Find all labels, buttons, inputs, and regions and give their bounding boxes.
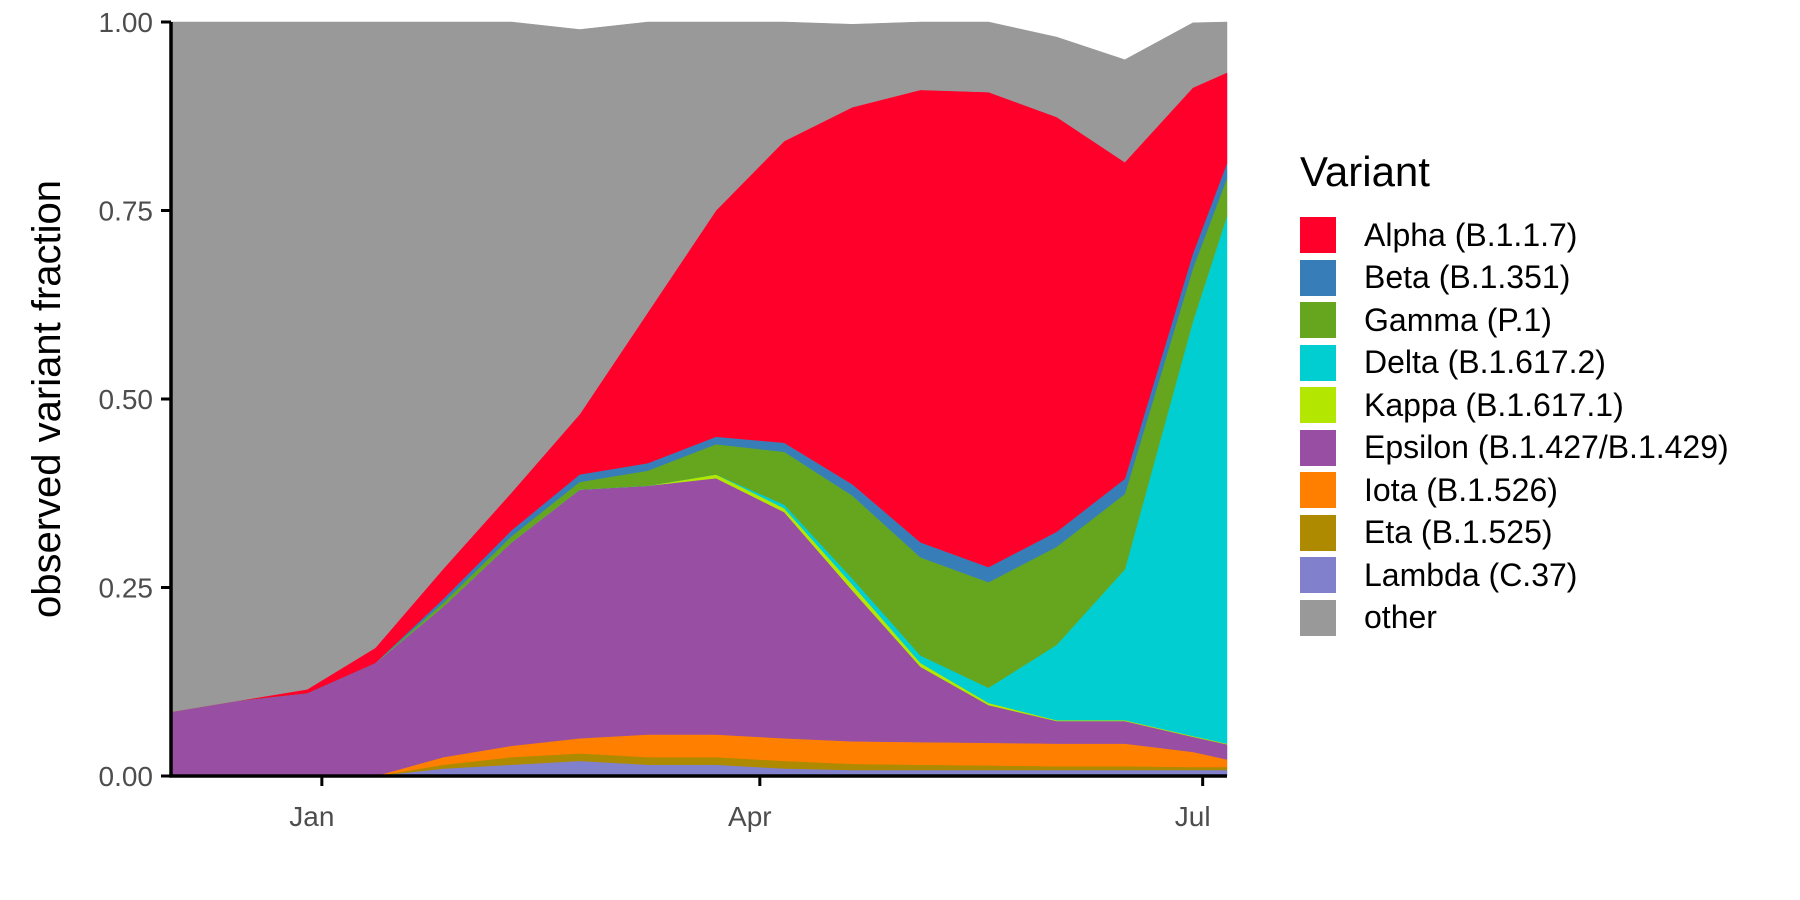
legend-swatch [1300, 259, 1336, 296]
legend-swatch [1300, 472, 1336, 509]
x-tick-label: Jul [1175, 801, 1211, 832]
area-other [170, 21, 1228, 713]
legend-item: Lambda (C.37) [1300, 554, 1729, 597]
legend-label: Kappa (B.1.617.1) [1364, 386, 1624, 423]
legend: Variant Alpha (B.1.1.7) Beta (B.1.351) Gam… [1300, 148, 1729, 639]
legend-label: other [1364, 599, 1437, 636]
area-layers [170, 21, 1228, 777]
legend-label: Epsilon (B.1.427/B.1.429) [1364, 429, 1729, 466]
y-tick-label: 1.00 [99, 7, 154, 38]
legend-swatch [1300, 429, 1336, 466]
legend-swatch [1300, 217, 1336, 254]
x-tick-label: Jan [289, 801, 334, 832]
y-tick-label: 0.50 [99, 384, 154, 415]
legend-swatch [1300, 387, 1336, 424]
legend-label: Lambda (C.37) [1364, 556, 1578, 593]
legend-items: Alpha (B.1.1.7) Beta (B.1.351) Gamma (P.1)… [1300, 214, 1729, 639]
legend-item: Iota (B.1.526) [1300, 469, 1729, 512]
legend-item: Eta (B.1.525) [1300, 512, 1729, 555]
y-tick-label: 0.25 [99, 573, 154, 604]
legend-item: Gamma (P.1) [1300, 299, 1729, 342]
legend-title: Variant [1300, 148, 1430, 195]
legend-label: Gamma (P.1) [1364, 301, 1552, 338]
legend-label: Iota (B.1.526) [1364, 471, 1558, 508]
legend-label: Beta (B.1.351) [1364, 259, 1571, 296]
legend-swatch [1300, 514, 1336, 551]
legend-label: Alpha (B.1.1.7) [1364, 216, 1578, 253]
x-axis-ticks: Jan Apr Jul [289, 776, 1211, 832]
legend-swatch [1300, 557, 1336, 594]
legend-item: Kappa (B.1.617.1) [1300, 384, 1729, 427]
legend-swatch [1300, 599, 1336, 636]
legend-label: Delta (B.1.617.2) [1364, 344, 1606, 381]
legend-item: other [1300, 597, 1729, 640]
y-tick-label: 0.75 [99, 196, 154, 227]
legend-item: Epsilon (B.1.427/B.1.429) [1300, 427, 1729, 470]
legend-swatch [1300, 302, 1336, 339]
y-axis-ticks: 0.00 0.25 0.50 0.75 1.00 [99, 7, 171, 792]
y-tick-label: 0.00 [99, 761, 154, 792]
x-tick-label: Apr [728, 801, 772, 832]
legend-item: Alpha (B.1.1.7) [1300, 214, 1729, 257]
y-axis-title: observed variant fraction [25, 180, 69, 618]
legend-swatch [1300, 344, 1336, 381]
legend-item: Delta (B.1.617.2) [1300, 342, 1729, 385]
legend-item: Beta (B.1.351) [1300, 257, 1729, 300]
legend-label: Eta (B.1.525) [1364, 514, 1553, 551]
